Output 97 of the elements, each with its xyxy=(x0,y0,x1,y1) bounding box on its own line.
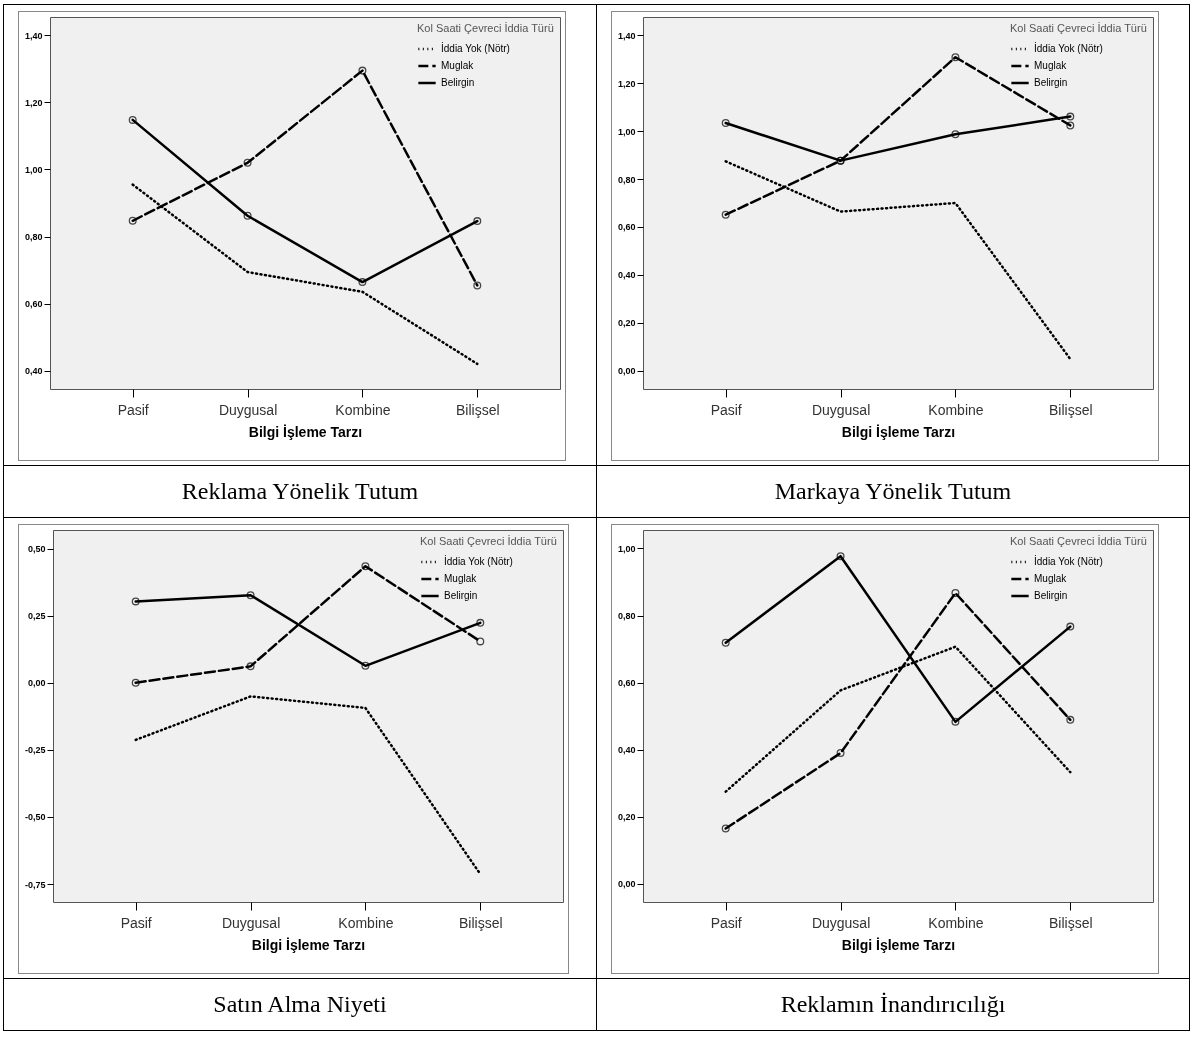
y-tick-label: 0,20 xyxy=(617,318,636,329)
point xyxy=(836,749,845,758)
legend-title: Kol Saati Çevreci İddia Türü xyxy=(417,22,554,34)
y-tick-label: 0,00 xyxy=(617,366,636,377)
point xyxy=(243,158,252,167)
y-tick-label: 0,00 xyxy=(27,678,46,689)
x-tick-label: Bilişsel xyxy=(1049,401,1093,418)
point xyxy=(131,597,140,606)
y-tick-label: -0,50 xyxy=(24,812,46,823)
legend-label: Belirgin xyxy=(441,77,475,88)
legend-label: Muglak xyxy=(441,60,475,71)
legend-label: Belirgin xyxy=(1034,77,1068,88)
point xyxy=(246,662,255,671)
point xyxy=(358,66,367,75)
y-tick-label: 0,60 xyxy=(617,222,636,233)
y-tick-label: 1,00 xyxy=(24,164,43,175)
point xyxy=(361,661,370,670)
point xyxy=(721,119,730,128)
x-axis-title: Bilgi İşleme Tarzı xyxy=(251,936,366,953)
point xyxy=(721,210,730,219)
text: Reklamın İnandırıcılığı xyxy=(596,978,1190,1031)
x-tick-label: Bilişsel xyxy=(1049,914,1093,931)
point xyxy=(476,637,485,646)
x-tick-label: Kombine xyxy=(335,401,391,418)
legend-label: İddia Yok (Nötr) xyxy=(1034,555,1103,567)
x-tick-label: Pasif xyxy=(120,914,152,931)
y-tick-label: 0,50 xyxy=(27,544,46,555)
point xyxy=(1066,715,1075,724)
x-tick-label: Bilişsel xyxy=(456,401,500,418)
y-tick-label: 0,25 xyxy=(27,611,46,622)
legend-title: Kol Saati Çevreci İddia Türü xyxy=(420,535,557,547)
point xyxy=(128,216,137,225)
x-tick-label: Bilişsel xyxy=(459,914,503,931)
point xyxy=(131,678,140,687)
y-tick-label: -0,25 xyxy=(24,745,46,756)
text: Satın Alma Niyeti xyxy=(3,978,597,1031)
legend-label: Belirgin xyxy=(444,590,478,601)
y-tick-label: 1,20 xyxy=(24,97,43,108)
point xyxy=(128,115,137,124)
y-tick-label: 0,40 xyxy=(617,745,636,756)
legend-label: İddia Yok (Nötr) xyxy=(1034,42,1103,54)
y-tick-label: 0,60 xyxy=(24,299,43,310)
x-tick-label: Kombine xyxy=(928,914,984,931)
point xyxy=(951,717,960,726)
y-tick-label: 0,80 xyxy=(24,232,43,243)
point xyxy=(951,589,960,598)
point xyxy=(1066,121,1075,130)
x-axis-title: Bilgi İşleme Tarzı xyxy=(248,423,363,440)
legend-title: Kol Saati Çevreci İddia Türü xyxy=(1010,535,1147,547)
point xyxy=(836,552,845,561)
point xyxy=(473,217,482,226)
point xyxy=(361,562,370,571)
point xyxy=(721,824,730,833)
text: Reklama Yönelik Tutum xyxy=(3,465,597,518)
point xyxy=(358,278,367,287)
x-axis-title: Bilgi İşleme Tarzı xyxy=(841,936,956,953)
point xyxy=(1066,112,1075,121)
x-tick-label: Pasif xyxy=(710,914,742,931)
x-tick-label: Pasif xyxy=(710,401,742,418)
y-tick-label: 1,20 xyxy=(617,78,636,89)
legend-label: İddia Yok (Nötr) xyxy=(444,555,513,567)
y-tick-label: 1,00 xyxy=(617,126,636,137)
y-tick-label: 0,40 xyxy=(617,270,636,281)
legend-label: Belirgin xyxy=(1034,590,1068,601)
y-tick-label: 0,40 xyxy=(24,366,43,377)
legend-title: Kol Saati Çevreci İddia Türü xyxy=(1010,22,1147,34)
point xyxy=(951,53,960,62)
line-series xyxy=(134,695,482,876)
y-tick-label: 0,80 xyxy=(617,611,636,622)
point xyxy=(243,211,252,220)
legend-label: Muglak xyxy=(1034,60,1068,71)
point xyxy=(951,130,960,139)
legend-label: Muglak xyxy=(1034,573,1068,584)
y-tick-label: 1,40 xyxy=(24,30,43,41)
point xyxy=(721,638,730,647)
x-tick-label: Duygusal xyxy=(811,914,871,931)
x-tick-label: Kombine xyxy=(338,914,394,931)
x-tick-label: Duygusal xyxy=(811,401,871,418)
y-tick-label: 1,40 xyxy=(617,30,636,41)
y-tick-label: 0,20 xyxy=(617,812,636,823)
point xyxy=(246,591,255,600)
x-tick-label: Pasif xyxy=(117,401,149,418)
y-tick-label: 0,80 xyxy=(617,174,636,185)
point xyxy=(1066,622,1075,631)
y-tick-label: 0,60 xyxy=(617,678,636,689)
legend-label: İddia Yok (Nötr) xyxy=(441,42,510,54)
x-tick-label: Kombine xyxy=(928,401,984,418)
point xyxy=(476,618,485,627)
y-tick-label: 1,00 xyxy=(617,543,636,554)
x-tick-label: Duygusal xyxy=(218,401,278,418)
text: Markaya Yönelik Tutum xyxy=(596,465,1190,518)
x-tick-label: Duygusal xyxy=(221,914,281,931)
y-tick-label: 0,00 xyxy=(617,879,636,890)
y-tick-label: -0,75 xyxy=(24,879,46,890)
point xyxy=(473,281,482,290)
x-axis-title: Bilgi İşleme Tarzı xyxy=(841,423,956,440)
legend-label: Muglak xyxy=(444,573,478,584)
